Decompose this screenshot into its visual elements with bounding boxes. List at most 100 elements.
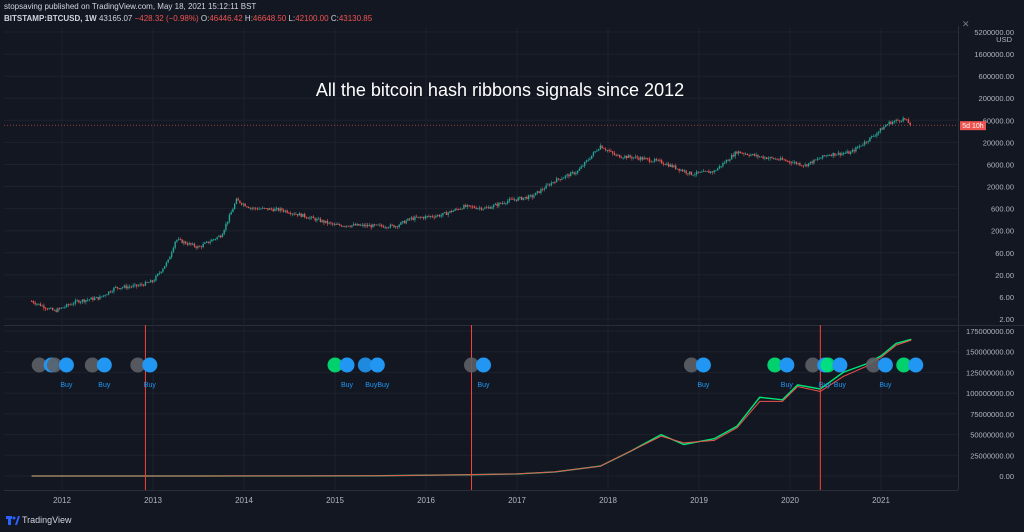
candle-body xyxy=(697,171,700,173)
candle-body xyxy=(562,177,565,179)
candle-body xyxy=(39,303,42,306)
candle-body xyxy=(272,209,274,212)
candle-body xyxy=(463,205,465,210)
candle-body xyxy=(573,172,575,175)
candle-body xyxy=(904,118,906,120)
candle-body xyxy=(583,162,586,166)
candle-body xyxy=(221,234,224,238)
candle-body xyxy=(324,220,327,223)
candle-body xyxy=(564,175,567,178)
candle-body xyxy=(319,218,322,222)
candle-body xyxy=(53,310,56,311)
candle-body xyxy=(622,157,624,159)
candle-body xyxy=(536,191,539,193)
candle-body xyxy=(758,156,761,158)
candle-body xyxy=(123,285,126,288)
candle-body xyxy=(400,222,402,225)
candle-body xyxy=(386,227,388,229)
candle-body xyxy=(888,121,890,125)
candle-body xyxy=(228,214,231,222)
candle-body xyxy=(246,206,248,208)
candle-body xyxy=(695,171,698,175)
candle-body xyxy=(167,259,169,263)
candle-body xyxy=(723,162,726,164)
candle-body xyxy=(566,174,568,176)
candle-body xyxy=(557,178,560,180)
candle-body xyxy=(452,210,455,212)
candle-body xyxy=(225,223,227,230)
candle-body xyxy=(757,154,759,157)
candle-body xyxy=(830,155,833,157)
candle-body xyxy=(849,151,852,154)
candle-body xyxy=(183,241,185,244)
candle-body xyxy=(62,307,64,309)
candle-body xyxy=(435,216,437,218)
candle-body xyxy=(233,203,236,210)
candle-body xyxy=(135,284,138,287)
candle-body xyxy=(106,294,108,296)
candle-body xyxy=(354,224,357,226)
candle-body xyxy=(58,308,61,310)
candle-body xyxy=(580,166,582,169)
candle-body xyxy=(884,125,887,127)
candle-body xyxy=(711,171,714,173)
candle-body xyxy=(396,226,399,228)
candle-body xyxy=(46,308,49,310)
price-pane xyxy=(4,28,958,325)
candle-body xyxy=(163,266,166,269)
close-icon[interactable]: ✕ xyxy=(962,19,970,29)
candle-body xyxy=(659,159,661,161)
candle-body xyxy=(146,281,148,283)
candle-body xyxy=(804,164,806,166)
signal-marker-icon xyxy=(46,357,62,373)
candle-body xyxy=(289,213,292,215)
candle-body xyxy=(475,207,477,209)
signal-marker-icon xyxy=(805,357,821,373)
candle-body xyxy=(846,151,848,153)
candle-body xyxy=(358,224,360,226)
candle-body xyxy=(226,221,229,224)
signal-marker-icon xyxy=(865,357,881,373)
candle-body xyxy=(137,285,140,287)
candle-body xyxy=(457,209,460,210)
open-value: 46446.42 xyxy=(209,14,243,23)
candle-body xyxy=(811,161,813,164)
candle-body xyxy=(788,160,791,163)
candle-body xyxy=(288,212,290,214)
candle-body xyxy=(160,271,162,273)
candle-body xyxy=(41,305,43,307)
candle-body xyxy=(482,208,484,210)
candle-body xyxy=(601,145,603,149)
symbol-label: BITSTAMP:BTCUSD, 1W xyxy=(4,14,97,23)
candle-body xyxy=(55,310,57,312)
price-tick-label: 600.00 xyxy=(991,205,1014,214)
candle-body xyxy=(848,151,850,154)
candle-body xyxy=(589,158,591,160)
time-tick-label: 2017 xyxy=(508,496,526,505)
candle-body xyxy=(835,154,838,156)
candle-body xyxy=(732,154,735,157)
time-tick-label: 2021 xyxy=(872,496,890,505)
candle-body xyxy=(405,220,407,224)
candle-body xyxy=(254,207,257,209)
candle-body xyxy=(127,286,129,289)
candle-body xyxy=(72,303,75,305)
candle-body xyxy=(442,212,444,216)
candle-body xyxy=(454,208,456,211)
candle-body xyxy=(779,157,782,160)
candle-body xyxy=(57,308,59,312)
candle-body xyxy=(552,182,554,183)
candle-body xyxy=(643,157,645,160)
candle-body xyxy=(121,287,124,289)
candle-body xyxy=(256,208,259,210)
candle-body xyxy=(790,162,792,164)
candle-body xyxy=(653,159,656,162)
time-tick-label: 2014 xyxy=(235,496,253,505)
candle-body xyxy=(720,166,722,167)
candle-body xyxy=(883,126,885,130)
candle-body xyxy=(753,154,756,156)
candle-body xyxy=(253,207,255,209)
candle-body xyxy=(590,155,593,159)
candle-body xyxy=(316,218,318,221)
indicator-tick-label: 100000000.00 xyxy=(966,389,1014,398)
